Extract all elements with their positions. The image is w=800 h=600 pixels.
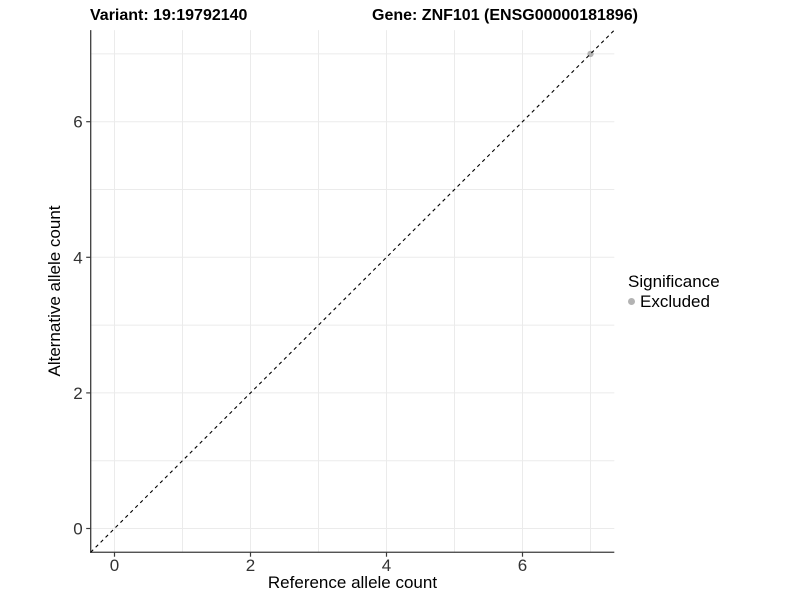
y-tick-label: 6 xyxy=(73,113,82,132)
y-tick-label: 0 xyxy=(73,520,82,539)
y-tick-label: 4 xyxy=(73,248,82,267)
x-axis-label: Reference allele count xyxy=(267,573,438,592)
legend-item-excluded: Excluded xyxy=(628,292,720,311)
x-tick-label: 6 xyxy=(518,556,527,575)
legend-point-swatch-icon xyxy=(628,298,635,305)
x-tick-label: 0 xyxy=(110,556,119,575)
y-tick-label: 2 xyxy=(73,384,82,403)
x-tick-label: 4 xyxy=(382,556,391,575)
y-axis-label: Alternative allele count xyxy=(45,205,64,377)
plot-title-gene: Gene: ZNF101 (ENSG00000181896) xyxy=(372,7,638,24)
plot-title-variant: Variant: 19:19792140 xyxy=(90,7,248,24)
legend: Significance Excluded xyxy=(628,272,720,311)
identity-dashed-line xyxy=(90,29,615,553)
legend-title: Significance xyxy=(628,272,720,291)
legend-item-label: Excluded xyxy=(640,291,710,311)
x-tick-label: 2 xyxy=(246,556,255,575)
